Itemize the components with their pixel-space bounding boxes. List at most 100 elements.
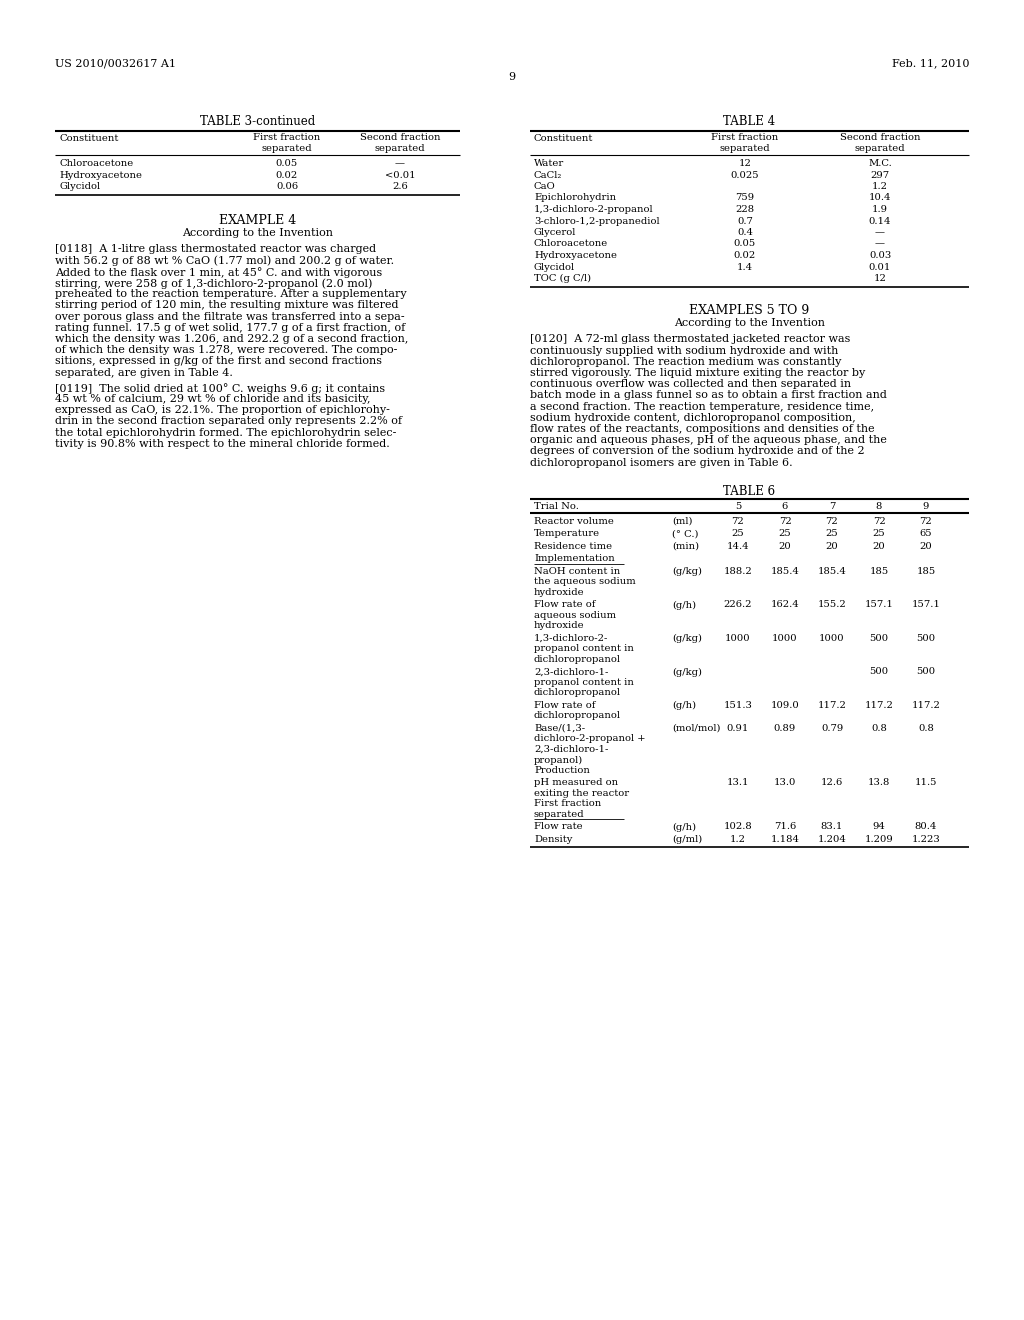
Text: 1000: 1000 [725, 634, 751, 643]
Text: 226.2: 226.2 [724, 601, 753, 610]
Text: which the density was 1.206, and 292.2 g of a second fraction,: which the density was 1.206, and 292.2 g… [55, 334, 409, 345]
Text: dichloropropanol: dichloropropanol [534, 711, 621, 721]
Text: Glycerol: Glycerol [534, 228, 577, 238]
Text: 72: 72 [872, 517, 886, 525]
Text: 20: 20 [920, 543, 933, 550]
Text: [0120]  A 72-ml glass thermostated jacketed reactor was: [0120] A 72-ml glass thermostated jacket… [530, 334, 850, 345]
Text: 759: 759 [735, 194, 755, 202]
Text: 1.4: 1.4 [737, 263, 753, 272]
Text: Production: Production [534, 766, 590, 775]
Text: continuously supplied with sodium hydroxide and with: continuously supplied with sodium hydrox… [530, 346, 839, 355]
Text: TABLE 4: TABLE 4 [723, 115, 775, 128]
Text: 2,3-dichloro-1-: 2,3-dichloro-1- [534, 744, 608, 754]
Text: degrees of conversion of the sodium hydroxide and of the 2: degrees of conversion of the sodium hydr… [530, 446, 864, 457]
Text: 151.3: 151.3 [724, 701, 753, 710]
Text: 117.2: 117.2 [911, 701, 940, 710]
Text: 0.14: 0.14 [868, 216, 891, 226]
Text: continuous overflow was collected and then separated in: continuous overflow was collected and th… [530, 379, 851, 389]
Text: 0.89: 0.89 [774, 723, 796, 733]
Text: pH measured on: pH measured on [534, 779, 618, 788]
Text: 9: 9 [509, 73, 515, 82]
Text: dichloro-2-propanol +: dichloro-2-propanol + [534, 734, 645, 743]
Text: First fraction
separated: First fraction separated [253, 133, 321, 153]
Text: (g/h): (g/h) [672, 701, 696, 710]
Text: According to the Invention: According to the Invention [674, 318, 825, 329]
Text: EXAMPLES 5 TO 9: EXAMPLES 5 TO 9 [689, 305, 810, 318]
Text: 25: 25 [778, 529, 792, 539]
Text: 20: 20 [872, 543, 886, 550]
Text: 6: 6 [782, 502, 788, 511]
Text: 117.2: 117.2 [864, 701, 893, 710]
Text: hydroxide: hydroxide [534, 587, 585, 597]
Text: TABLE 3-continued: TABLE 3-continued [200, 115, 315, 128]
Text: 72: 72 [920, 517, 933, 525]
Text: 0.4: 0.4 [737, 228, 753, 238]
Text: (ml): (ml) [672, 517, 692, 525]
Text: with 56.2 g of 88 wt % CaO (1.77 mol) and 200.2 g of water.: with 56.2 g of 88 wt % CaO (1.77 mol) an… [55, 256, 394, 267]
Text: 80.4: 80.4 [914, 822, 937, 832]
Text: dichloropropanol: dichloropropanol [534, 689, 621, 697]
Text: dichloropropanol isomers are given in Table 6.: dichloropropanol isomers are given in Ta… [530, 458, 793, 467]
Text: 12.6: 12.6 [821, 779, 843, 788]
Text: Glycidol: Glycidol [59, 182, 100, 191]
Text: <0.01: <0.01 [385, 170, 416, 180]
Text: of which the density was 1.278, were recovered. The compo-: of which the density was 1.278, were rec… [55, 346, 397, 355]
Text: CaO: CaO [534, 182, 556, 191]
Text: 25: 25 [872, 529, 886, 539]
Text: sitions, expressed in g/kg of the first and second fractions: sitions, expressed in g/kg of the first … [55, 356, 382, 367]
Text: US 2010/0032617 A1: US 2010/0032617 A1 [55, 58, 176, 69]
Text: TABLE 6: TABLE 6 [723, 484, 775, 498]
Text: 1.204: 1.204 [817, 834, 847, 843]
Text: 13.8: 13.8 [867, 779, 890, 788]
Text: Flow rate of: Flow rate of [534, 601, 596, 610]
Text: 13.1: 13.1 [727, 779, 750, 788]
Text: 7: 7 [828, 502, 836, 511]
Text: tivity is 90.8% with respect to the mineral chloride formed.: tivity is 90.8% with respect to the mine… [55, 438, 390, 449]
Text: 5: 5 [735, 502, 741, 511]
Text: 1,3-dichloro-2-propanol: 1,3-dichloro-2-propanol [534, 205, 653, 214]
Text: sodium hydroxide content, dichloropropanol composition,: sodium hydroxide content, dichloropropan… [530, 413, 856, 422]
Text: CaCl₂: CaCl₂ [534, 170, 562, 180]
Text: 9: 9 [923, 502, 929, 511]
Text: 83.1: 83.1 [821, 822, 843, 832]
Text: —: — [395, 158, 406, 168]
Text: 185: 185 [869, 566, 889, 576]
Text: 72: 72 [778, 517, 792, 525]
Text: over porous glass and the filtrate was transferred into a sepa-: over porous glass and the filtrate was t… [55, 312, 404, 322]
Text: 2.6: 2.6 [392, 182, 408, 191]
Text: hydroxide: hydroxide [534, 622, 585, 631]
Text: 1,3-dichloro-2-: 1,3-dichloro-2- [534, 634, 608, 643]
Text: Constituent: Constituent [59, 135, 119, 143]
Text: 0.8: 0.8 [871, 723, 887, 733]
Text: 0.8: 0.8 [919, 723, 934, 733]
Text: 0.05: 0.05 [275, 158, 298, 168]
Text: 72: 72 [731, 517, 744, 525]
Text: NaOH content in: NaOH content in [534, 566, 621, 576]
Text: 0.79: 0.79 [821, 723, 843, 733]
Text: the total epichlorohydrin formed. The epichlorohydrin selec-: the total epichlorohydrin formed. The ep… [55, 428, 396, 438]
Text: 188.2: 188.2 [724, 566, 753, 576]
Text: stirring, were 258 g of 1,3-dichloro-2-propanol (2.0 mol): stirring, were 258 g of 1,3-dichloro-2-p… [55, 279, 373, 289]
Text: 11.5: 11.5 [914, 779, 937, 788]
Text: 25: 25 [825, 529, 839, 539]
Text: Chloroacetone: Chloroacetone [59, 158, 133, 168]
Text: propanol): propanol) [534, 755, 584, 764]
Text: 157.1: 157.1 [911, 601, 940, 610]
Text: rating funnel. 17.5 g of wet solid, 177.7 g of a first fraction, of: rating funnel. 17.5 g of wet solid, 177.… [55, 323, 406, 333]
Text: 185.4: 185.4 [817, 566, 847, 576]
Text: 3-chloro-1,2-propanediol: 3-chloro-1,2-propanediol [534, 216, 659, 226]
Text: 297: 297 [870, 170, 890, 180]
Text: 185.4: 185.4 [771, 566, 800, 576]
Text: 500: 500 [916, 668, 936, 676]
Text: Residence time: Residence time [534, 543, 612, 550]
Text: exiting the reactor: exiting the reactor [534, 789, 629, 797]
Text: 71.6: 71.6 [774, 822, 796, 832]
Text: dichloropropanol. The reaction medium was constantly: dichloropropanol. The reaction medium wa… [530, 356, 842, 367]
Text: [0118]  A 1-litre glass thermostated reactor was charged: [0118] A 1-litre glass thermostated reac… [55, 244, 376, 255]
Text: Reactor volume: Reactor volume [534, 517, 613, 525]
Text: 228: 228 [735, 205, 755, 214]
Text: the aqueous sodium: the aqueous sodium [534, 577, 636, 586]
Text: 8: 8 [876, 502, 883, 511]
Text: 12: 12 [873, 275, 887, 282]
Text: Second fraction
separated: Second fraction separated [359, 133, 440, 153]
